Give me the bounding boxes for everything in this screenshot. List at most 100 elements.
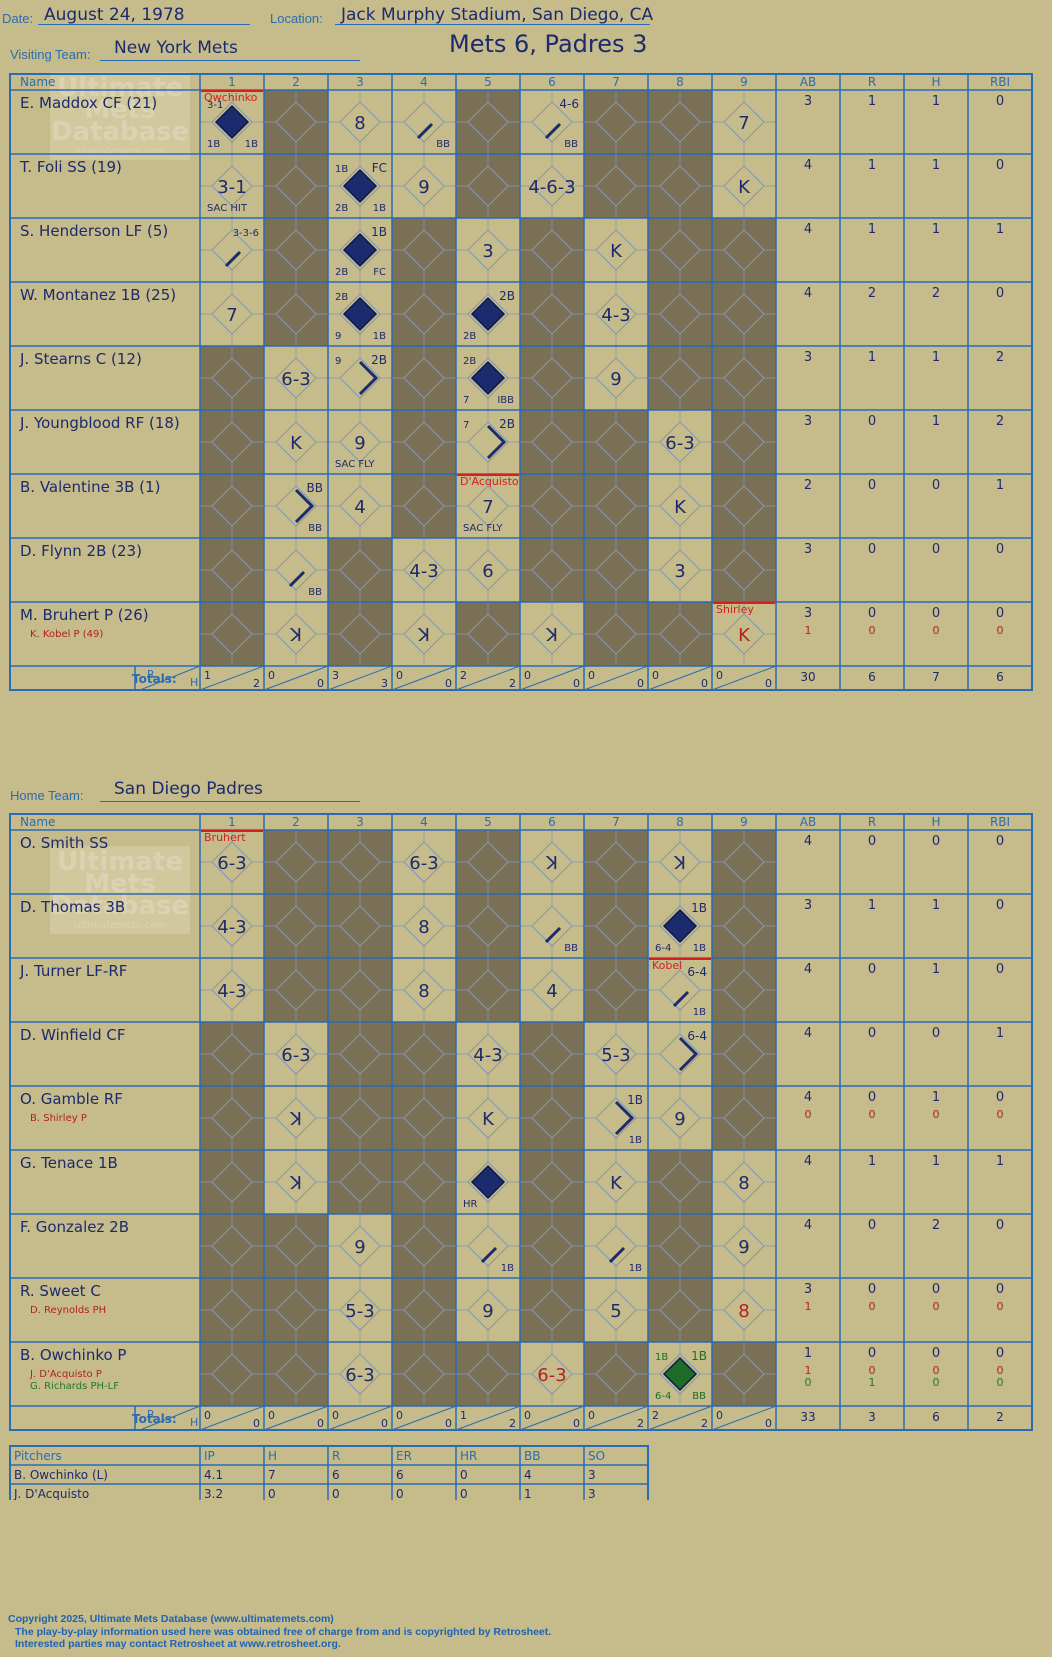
substitute-stat: 1 xyxy=(869,1376,876,1389)
play-result: 9 xyxy=(418,177,429,198)
play-result: K xyxy=(290,433,303,454)
watermark-line3: Database xyxy=(51,117,189,147)
base-path xyxy=(294,488,315,524)
play-note: 3-3-6 xyxy=(233,228,259,239)
visiting-scorecard: UltimateMetsDatabaseultimatemets.comName… xyxy=(9,72,1033,691)
player-name: D. Thomas 3B xyxy=(20,898,125,916)
watermark-bg xyxy=(50,72,190,160)
totals-divider xyxy=(327,1405,393,1431)
inning-header: 8 xyxy=(676,815,684,829)
inning-hits: 2 xyxy=(637,1417,644,1430)
player-stat: 1 xyxy=(932,414,940,429)
total-stat: 6 xyxy=(932,1410,940,1424)
watermark-line2: Mets xyxy=(84,95,155,125)
player-name: G. Tenace 1B xyxy=(20,1154,118,1172)
totals-divider xyxy=(327,665,393,691)
inning-header: 9 xyxy=(740,75,748,89)
substitute-stat: 0 xyxy=(869,1300,876,1313)
inning-hits: 0 xyxy=(445,1417,452,1430)
watermark-line3: Database xyxy=(51,891,189,921)
stat-header: H xyxy=(931,75,940,89)
play-note: 1B xyxy=(335,164,348,175)
player-stat: 0 xyxy=(868,478,876,493)
substitute-stat: 0 xyxy=(933,1300,940,1313)
inning-runs: 0 xyxy=(716,669,723,682)
play-result: K xyxy=(738,625,751,646)
player-name: J. Youngblood RF (18) xyxy=(19,414,180,432)
pitchers-header: BB xyxy=(524,1449,540,1463)
inning-header: 4 xyxy=(420,75,428,89)
play-result: 8 xyxy=(738,1301,749,1322)
inning-header: 6 xyxy=(548,815,556,829)
play-note: 6-4 xyxy=(687,1029,707,1043)
totals-divider xyxy=(199,1405,265,1431)
play-result: ꓘ xyxy=(417,625,430,646)
base-path xyxy=(224,250,242,268)
substitute-stat: 0 xyxy=(933,1108,940,1121)
substitute-stat: 1 xyxy=(805,1300,812,1313)
inning-runs: 0 xyxy=(268,669,275,682)
watermark-line1: Ultimate xyxy=(57,847,183,877)
total-stat: 6 xyxy=(996,670,1004,684)
play-note: 1B xyxy=(245,139,258,150)
play-note: 1B xyxy=(693,1007,706,1018)
total-stat: 3 xyxy=(868,1410,876,1424)
play-result: 8 xyxy=(418,981,429,1002)
player-stat: 0 xyxy=(932,542,940,557)
player-stat: 0 xyxy=(932,606,940,621)
watermark-bg xyxy=(50,846,190,934)
player-name: D. Winfield CF xyxy=(20,1026,126,1044)
game-title: Mets 6, Padres 3 xyxy=(449,30,648,58)
inning-header: 2 xyxy=(292,815,300,829)
player-stat: 0 xyxy=(996,1282,1004,1297)
play-note: BB xyxy=(564,943,578,954)
play-result: 3-1 xyxy=(217,177,246,198)
inning-hits: 0 xyxy=(253,1417,260,1430)
player-stat: 0 xyxy=(868,1282,876,1297)
play-note: 2B xyxy=(335,292,348,303)
watermark-line1: Ultimate xyxy=(57,73,183,103)
play-note: 4-6 xyxy=(559,97,579,111)
base-path xyxy=(672,990,690,1008)
date-label: Date: xyxy=(2,11,34,26)
play-note: SAC FLY xyxy=(335,459,375,470)
substitute-stat: 1 xyxy=(805,624,812,637)
totals-label: Totals: xyxy=(132,672,177,686)
pitcher-stat: 3 xyxy=(588,1487,596,1500)
play-result: 8 xyxy=(418,917,429,938)
player-stat: 4 xyxy=(804,286,812,301)
player-stat: 1 xyxy=(804,1346,812,1361)
pitcher-stat: 3 xyxy=(588,1468,596,1482)
total-stat: 6 xyxy=(868,670,876,684)
player-name: S. Henderson LF (5) xyxy=(20,222,168,240)
footer-retrosheet: The play-by-play information used here w… xyxy=(15,1626,552,1638)
stat-header: H xyxy=(931,815,940,829)
player-stat: 0 xyxy=(996,286,1004,301)
play-result: 5-3 xyxy=(345,1301,374,1322)
run-scored-diamond xyxy=(342,232,378,268)
player-stat: 1 xyxy=(868,1154,876,1169)
game-location: Jack Murphy Stadium, San Diego, CA xyxy=(341,5,654,25)
play-note: BB xyxy=(692,1391,706,1402)
player-stat: 1 xyxy=(868,350,876,365)
pitchers-header: SO xyxy=(588,1449,605,1463)
game-date: August 24, 1978 xyxy=(44,5,185,25)
inning-header: 1 xyxy=(228,815,236,829)
base-diamond xyxy=(467,1225,509,1267)
player-stat: 3 xyxy=(804,542,812,557)
inning-runs: 1 xyxy=(204,669,211,682)
player-stat: 1 xyxy=(868,158,876,173)
inning-header: 3 xyxy=(356,815,364,829)
substitute-stat: 0 xyxy=(869,1108,876,1121)
play-note: BB xyxy=(307,481,323,495)
totals-divider xyxy=(647,665,713,691)
player-stat: 2 xyxy=(868,286,876,301)
play-note: 7 xyxy=(463,395,469,406)
player-stat: 4 xyxy=(804,834,812,849)
pitcher-stat: 6 xyxy=(332,1468,340,1482)
play-note: 2B xyxy=(499,289,515,303)
play-result: K xyxy=(674,497,687,518)
player-stat: 4 xyxy=(804,222,812,237)
inning-runs: 0 xyxy=(652,669,659,682)
play-result: ꓘ xyxy=(289,1109,302,1130)
